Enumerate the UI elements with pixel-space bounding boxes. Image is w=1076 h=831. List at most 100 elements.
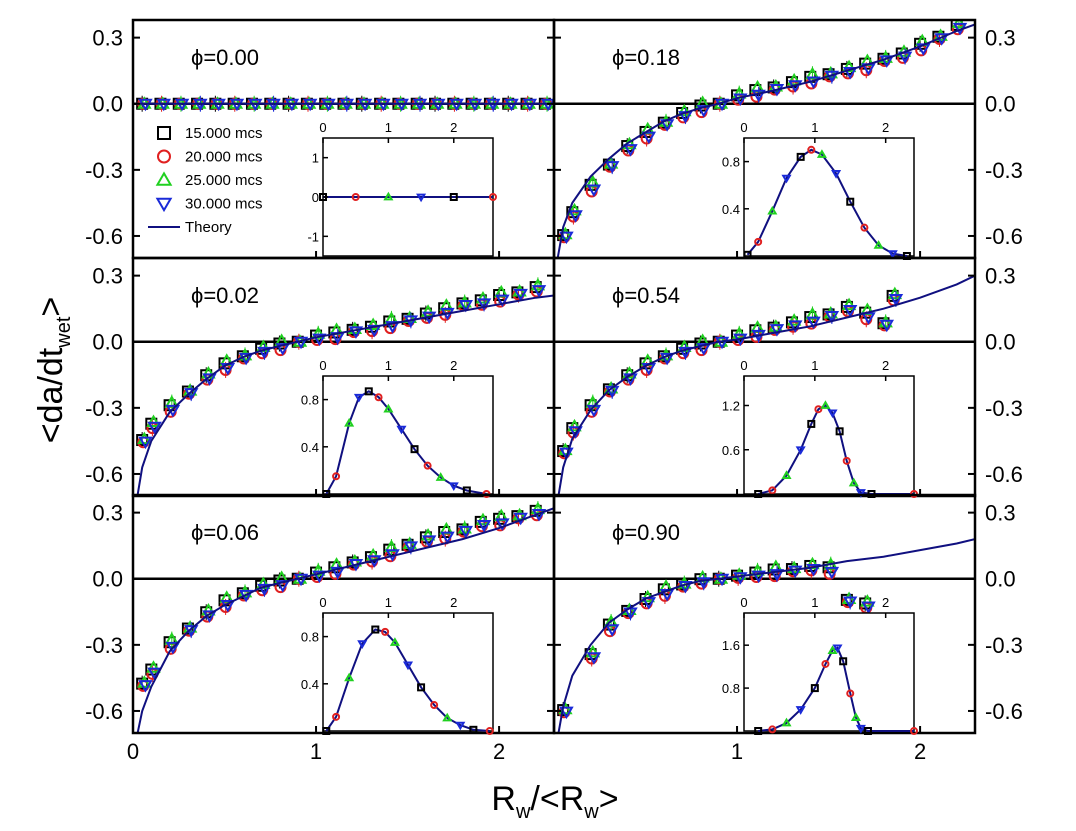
legend-label: Theory (185, 219, 232, 236)
inset-frame (322, 375, 494, 495)
data-point (623, 144, 638, 157)
inset-point (485, 727, 494, 735)
inset-point (371, 625, 380, 634)
inset-point (462, 486, 471, 495)
data-point (559, 706, 574, 720)
data-point (788, 320, 803, 333)
inset-y-tick-label: 1.2 (722, 399, 740, 414)
x-tick-label: 0 (127, 739, 139, 764)
x-axis-label: Rw/<Rw> (491, 780, 618, 823)
panels-group: 0.3 0.0 -0.3 -0.6 ϕ=0.00 0 1 2 1 0 -1 0.3 0.0 -0.3 -0.… (85, 18, 1023, 764)
y-tick-label-right: -0.6 (985, 224, 1023, 249)
svg-text:Rw/<Rw>: Rw/<Rw> (491, 780, 618, 823)
data-point (257, 346, 272, 360)
panel-content (554, 274, 975, 496)
data-point (385, 321, 400, 334)
inset-x-tick-label: 2 (882, 595, 889, 610)
inset-point (768, 725, 777, 734)
data-point (257, 583, 272, 597)
inset-frame (743, 137, 915, 257)
inset-point (807, 419, 816, 428)
data-point (458, 525, 474, 539)
data-point (696, 105, 711, 118)
data-point (476, 519, 492, 533)
y-tick-label-right: -0.3 (985, 396, 1023, 421)
data-point (365, 547, 381, 561)
data-point (138, 680, 153, 693)
inset-point (332, 472, 341, 481)
data-point (420, 304, 436, 317)
inset-point (855, 724, 866, 734)
inset-point (402, 661, 414, 671)
y-tick-label-left: 0.3 (92, 26, 123, 51)
inset-y-tick-label: 1 (312, 151, 319, 166)
data-point (842, 67, 858, 80)
inset-point (430, 701, 439, 710)
inset-frame (322, 612, 494, 732)
data-point (751, 570, 766, 584)
inset-point (796, 152, 805, 161)
y-tick-label-left: 0.0 (92, 330, 123, 355)
inset-point (374, 393, 383, 402)
data-point (788, 565, 803, 579)
inset-point (364, 387, 373, 396)
data-point (769, 569, 785, 582)
y-tick-label-right: 0.3 (985, 264, 1016, 289)
panel-5: 0.3 0.0 -0.3 -0.6 1 2 ϕ=0.90 0 1 2 1.6 0.8 (552, 493, 1023, 764)
inset-point (396, 425, 407, 435)
data-point (769, 324, 785, 337)
inset-point (767, 205, 778, 215)
data-point (678, 581, 693, 594)
data-point (312, 333, 327, 347)
inset-point (910, 727, 918, 735)
inset-point (410, 445, 419, 454)
inset-point (873, 240, 884, 249)
x-tick-label: 1 (310, 739, 322, 764)
inset-y-tick-label: 0.8 (722, 681, 740, 696)
inset-point (353, 393, 364, 403)
inset-x-tick-label: 2 (882, 358, 889, 373)
theory-curve (556, 23, 975, 258)
inset-x-tick-label: 0 (740, 358, 747, 373)
y-tick-label-left: -0.6 (85, 462, 123, 487)
inset-x-tick-label: 2 (450, 358, 457, 373)
inset-1: 0 1 2 0.8 0.4 (722, 120, 915, 260)
data-point (733, 572, 748, 585)
panel-content (133, 95, 554, 112)
inset-4: 0 1 2 0.8 0.4 (301, 595, 494, 735)
inset-point (820, 400, 831, 409)
inset-x-tick-label: 1 (811, 120, 818, 135)
data-point (568, 210, 583, 223)
y-tick-label-right: -0.6 (985, 699, 1023, 724)
data-point (696, 343, 711, 356)
data-point (458, 299, 474, 313)
inset-point (827, 409, 838, 419)
svg-text:<da/dtwet>: <da/dtwet> (32, 297, 75, 443)
data-point (641, 131, 657, 145)
panel-1: 0.3 0.0 -0.3 -0.6 ϕ=0.18 0 1 2 0.8 0.4 (552, 18, 1023, 260)
legend-label: 25.000 mcs (185, 172, 263, 189)
y-tick-label-right: 0.0 (985, 567, 1016, 592)
inset-y-tick-label: 0 (312, 190, 319, 205)
data-point (568, 426, 583, 439)
inset-point (795, 706, 806, 715)
inset-x-tick-label: 1 (385, 358, 392, 373)
x-tick-label: 2 (914, 739, 926, 764)
panel-content (554, 20, 975, 258)
data-point (330, 566, 345, 580)
inset-point (344, 672, 355, 682)
panel-content (133, 501, 554, 733)
inset-frame (743, 612, 915, 732)
inset-point (855, 489, 866, 498)
inset-point (322, 727, 331, 735)
y-tick-label-left: 0.3 (92, 264, 123, 289)
inset-2: 0 1 2 0.8 0.4 (301, 358, 494, 498)
inset-point (383, 191, 394, 201)
data-point (604, 161, 620, 174)
inset-point (489, 193, 497, 201)
inset-point (846, 689, 855, 698)
data-point (887, 286, 903, 300)
panel-label: ϕ=0.00 (191, 45, 259, 70)
legend: 15.000 mcs 20.000 mcs 25.000 mcs 30.000 mcs… (148, 125, 263, 236)
